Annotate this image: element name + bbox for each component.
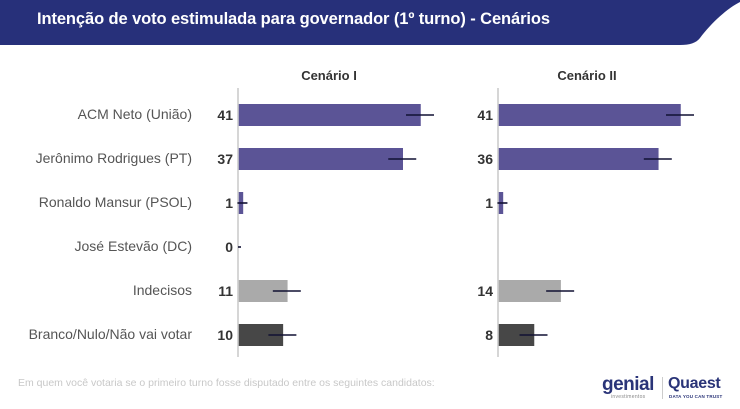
bar	[498, 324, 535, 346]
page-title: Intenção de voto estimulada para governa…	[37, 10, 550, 28]
bar	[238, 148, 403, 170]
value-label: 1	[225, 195, 233, 211]
value-label: 41	[477, 107, 493, 123]
logo-separator	[662, 377, 663, 399]
value-label: 11	[218, 283, 233, 299]
category-label: Indecisos	[132, 282, 192, 298]
value-label: 36	[477, 151, 493, 167]
bar	[498, 148, 659, 170]
value-label: 37	[217, 151, 233, 167]
genial-logo: genial	[602, 374, 654, 395]
question-footnote: Em quem você votaria se o primeiro turno…	[18, 377, 435, 389]
bar	[238, 104, 421, 126]
value-label: 0	[225, 239, 233, 255]
category-label: Ronaldo Mansur (PSOL)	[38, 194, 192, 210]
value-label: 8	[485, 327, 493, 343]
panel-title-cenario-2: Cenário II	[557, 68, 617, 83]
header-banner: Intenção de voto estimulada para governa…	[0, 0, 740, 46]
bar	[498, 104, 681, 126]
value-label: 10	[217, 327, 233, 343]
genial-logo-sub: investimentos	[611, 394, 646, 400]
header-background	[0, 0, 740, 45]
value-label: 14	[477, 283, 493, 299]
category-label: Jerônimo Rodrigues (PT)	[35, 150, 192, 166]
category-label: José Estevão (DC)	[74, 238, 192, 254]
panel-title-cenario-1: Cenário I	[301, 68, 357, 83]
bar	[498, 280, 561, 302]
quaest-logo-sub: DATA YOU CAN TRUST	[669, 394, 723, 399]
bar	[238, 280, 288, 302]
category-label: ACM Neto (União)	[77, 106, 192, 122]
logos: genial investimentos Quaest DATA YOU CAN…	[602, 374, 732, 402]
value-label: 1	[485, 195, 493, 211]
quaest-logo: Quaest	[668, 375, 721, 392]
bar	[238, 324, 284, 346]
category-label: Branco/Nulo/Não vai votar	[28, 326, 192, 342]
value-label: 41	[217, 107, 233, 123]
